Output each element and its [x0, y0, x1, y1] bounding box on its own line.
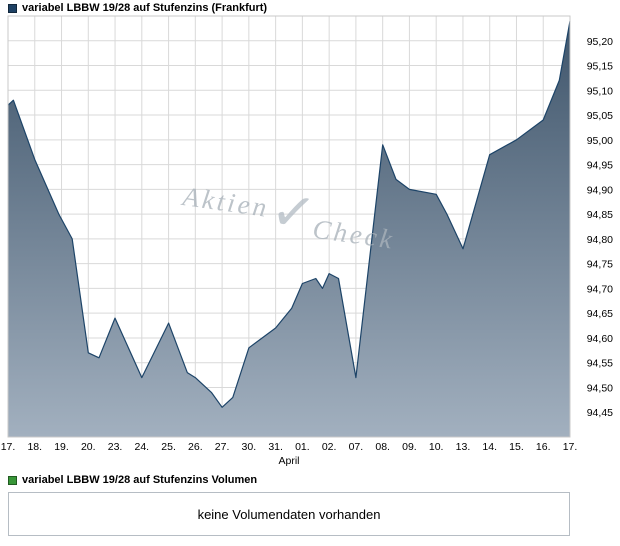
y-tick-label: 94,85: [587, 209, 613, 221]
price-series-swatch: [8, 3, 17, 13]
price-area: [8, 21, 570, 437]
x-tick-label: 15.: [509, 441, 524, 453]
y-tick-label: 95,15: [587, 61, 613, 73]
x-tick-label: 16.: [536, 441, 551, 453]
volume-series-swatch: [8, 475, 17, 485]
x-tick-label: 02.: [322, 441, 337, 453]
y-tick-label: 95,05: [587, 110, 613, 122]
y-tick-label: 94,75: [587, 259, 613, 271]
x-axis-month-label: April: [278, 455, 299, 467]
x-tick-label: 01.: [295, 441, 310, 453]
x-tick-label: 07.: [349, 441, 364, 453]
volume-legend: variabel LBBW 19/28 auf Stufenzins Volum…: [8, 474, 257, 486]
y-tick-label: 94,45: [587, 407, 613, 419]
price-line: [7, 20, 571, 408]
y-tick-label: 94,65: [587, 308, 613, 320]
y-tick-label: 95,20: [587, 36, 613, 48]
x-tick-label: 24.: [135, 441, 150, 453]
price-series-label: variabel LBBW 19/28 auf Stufenzins (Fran…: [22, 2, 268, 14]
y-tick-label: 95,10: [587, 85, 613, 97]
y-tick-label: 94,70: [587, 283, 613, 295]
y-tick-label: 94,60: [587, 333, 613, 345]
x-tick-label: 14.: [482, 441, 497, 453]
volume-panel: keine Volumendaten vorhanden: [8, 492, 570, 536]
x-tick-label: 20.: [81, 441, 96, 453]
y-tick-label: 94,50: [587, 382, 613, 394]
plot-border: [7, 15, 571, 438]
volume-series-label: variabel LBBW 19/28 auf Stufenzins Volum…: [22, 474, 258, 486]
x-tick-label: 30.: [242, 441, 257, 453]
x-tick-label: 25.: [161, 441, 176, 453]
x-tick-label: 13.: [456, 441, 471, 453]
y-tick-label: 94,80: [587, 234, 613, 246]
price-legend: variabel LBBW 19/28 auf Stufenzins (Fran…: [8, 2, 267, 14]
y-tick-label: 95,00: [587, 135, 613, 147]
y-tick-label: 94,55: [587, 358, 613, 370]
x-tick-label: 17.: [1, 441, 16, 453]
y-tick-label: 94,95: [587, 160, 613, 172]
x-tick-label: 10.: [429, 441, 444, 453]
x-tick-label: 08.: [375, 441, 390, 453]
x-tick-label: 27.: [215, 441, 230, 453]
price-chart-svg: 95,20 95,15 95,10 95,05 95,00 94,95 94,90 94,85…: [1, 15, 613, 467]
x-tick-label: 18.: [27, 441, 42, 453]
x-tick-label: 19.: [54, 441, 69, 453]
y-tick-label: 94,90: [587, 184, 613, 196]
no-volume-message: keine Volumendaten vorhanden: [197, 506, 381, 522]
x-tick-label: 17.: [563, 441, 578, 453]
x-tick-label: 31.: [268, 441, 283, 453]
x-tick-label: 09.: [402, 441, 417, 453]
x-tick-label: 26.: [188, 441, 203, 453]
x-tick-label: 23.: [108, 441, 123, 453]
